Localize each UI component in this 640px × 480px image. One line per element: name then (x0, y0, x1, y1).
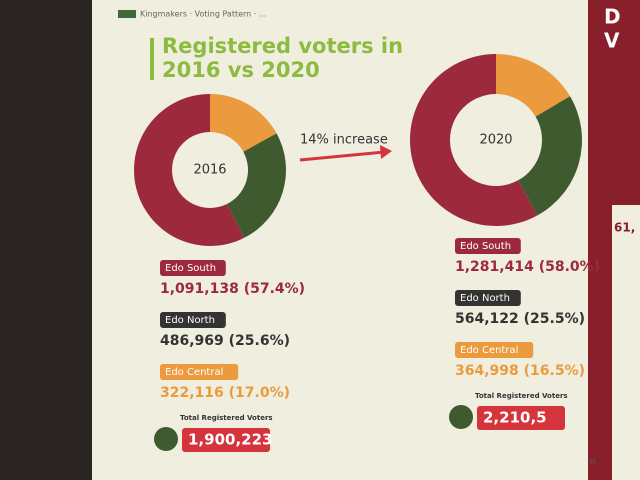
side-text: V (604, 29, 620, 53)
people-icon (449, 405, 473, 429)
annotation: 14% increase (300, 133, 388, 148)
donut-segment (227, 133, 286, 238)
value-label: 486,969 (25.6%) (160, 333, 290, 349)
legend-badge (455, 342, 534, 358)
legend-label: Edo Central (165, 367, 223, 378)
legend-label: Edo North (460, 293, 510, 304)
donut-segment (496, 54, 571, 117)
people-icon (154, 427, 178, 451)
arrow (299, 150, 386, 162)
legend-label: Edo Central (460, 345, 518, 356)
total-label: Total Registered Voters (180, 414, 273, 422)
legend-label: Edo North (165, 315, 215, 326)
legend-label: Edo South (165, 263, 216, 274)
legend-badge (160, 364, 239, 380)
donut-segment (518, 96, 582, 216)
value-label: 564,122 (25.5%) (455, 311, 585, 327)
legend-badge (160, 312, 226, 328)
total-value: 1,900,223 (188, 431, 272, 449)
side-text: D (604, 5, 621, 29)
total-label: Total Registered Voters (475, 392, 568, 400)
legend-label: Edo South (460, 241, 511, 252)
legend-badge (160, 260, 226, 276)
breadcrumb: Kingmakers · Voting Pattern · ... (140, 10, 267, 19)
heading: 2016 vs 2020 (162, 58, 320, 82)
total-value: 2,210,5 (483, 409, 547, 427)
page-number: 6 (590, 458, 596, 468)
legend-badge (455, 238, 521, 254)
heading: Registered voters in (162, 34, 403, 58)
legend-badge (455, 290, 521, 306)
value-label: 322,116 (17.0%) (160, 385, 290, 401)
donut-segment (133, 94, 245, 246)
chart-title: 2016 (193, 163, 226, 178)
chart-title: 2020 (479, 133, 512, 148)
value-label: 1,091,138 (57.4%) (160, 281, 305, 297)
total-box (182, 428, 270, 452)
arrow-head (380, 145, 392, 159)
value-label: 364,998 (16.5%) (455, 363, 585, 379)
donut-segment (210, 94, 277, 152)
heading-bar (150, 38, 154, 80)
value-label: 1,281,414 (58.0%) (455, 259, 600, 275)
next-page-lower (612, 205, 640, 480)
side-text: 61, (614, 221, 635, 235)
donut-segment (410, 54, 538, 227)
total-box (477, 406, 565, 430)
breadcrumb-icon (118, 10, 136, 18)
